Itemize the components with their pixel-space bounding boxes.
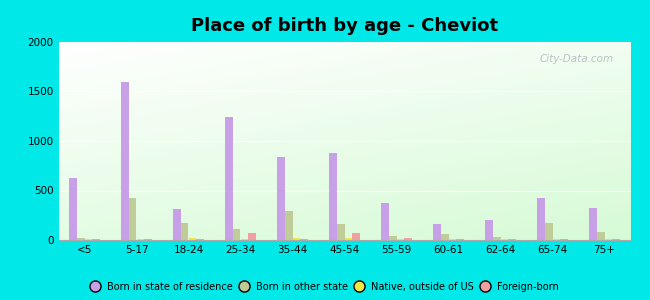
Bar	[329, 153, 337, 240]
Bar	[225, 117, 233, 240]
Bar	[240, 238, 248, 240]
Bar	[69, 178, 77, 240]
Bar	[537, 198, 545, 240]
Bar	[121, 82, 129, 240]
Title: Place of birth by age - Cheviot: Place of birth by age - Cheviot	[191, 17, 498, 35]
Bar	[196, 238, 204, 240]
Bar	[545, 223, 552, 240]
Bar	[485, 220, 493, 240]
Bar	[389, 236, 396, 240]
Bar	[292, 238, 300, 240]
Bar	[173, 209, 181, 240]
Bar	[337, 224, 344, 240]
Bar	[604, 238, 612, 240]
Bar	[181, 223, 188, 240]
Bar	[277, 157, 285, 240]
Bar	[493, 237, 500, 240]
Bar	[92, 239, 100, 240]
Bar	[396, 238, 404, 240]
Bar	[136, 238, 144, 240]
Bar	[248, 232, 256, 240]
Bar	[433, 224, 441, 240]
Bar	[404, 238, 412, 240]
Bar	[441, 234, 448, 240]
Bar	[188, 238, 196, 240]
Bar	[448, 239, 456, 240]
Bar	[560, 238, 568, 240]
Bar	[300, 238, 308, 240]
Bar	[352, 232, 360, 240]
Bar	[129, 198, 136, 240]
Bar	[77, 238, 85, 240]
Bar	[144, 238, 152, 240]
Bar	[381, 203, 389, 240]
Bar	[233, 229, 240, 240]
Bar	[508, 239, 516, 240]
Bar	[552, 238, 560, 240]
Text: City-Data.com: City-Data.com	[540, 54, 614, 64]
Legend: Born in state of residence, Born in other state, Native, outside of US, Foreign-: Born in state of residence, Born in othe…	[88, 279, 562, 295]
Bar	[589, 208, 597, 240]
Bar	[500, 239, 508, 240]
Bar	[344, 238, 352, 240]
Bar	[84, 239, 92, 240]
Bar	[612, 238, 620, 240]
Bar	[597, 232, 604, 240]
Bar	[456, 239, 464, 240]
Bar	[285, 211, 292, 240]
